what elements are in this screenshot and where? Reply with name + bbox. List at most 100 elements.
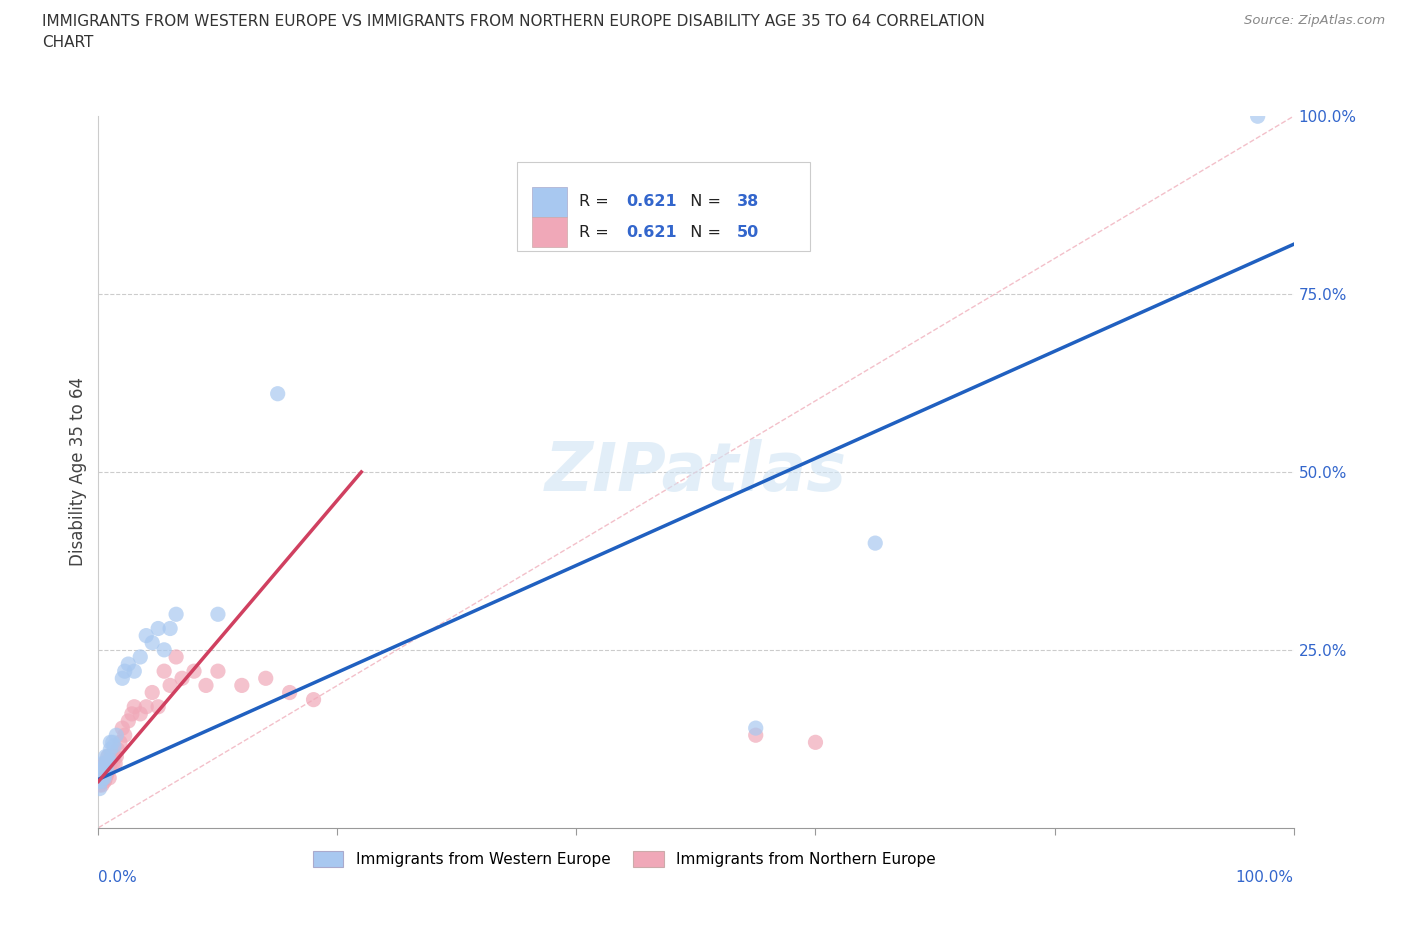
Point (87, 774, 110, 789)
Point (104, 756, 127, 771)
FancyBboxPatch shape (533, 187, 567, 217)
Point (89, 770, 111, 785)
Point (101, 735, 124, 750)
Point (135, 628, 157, 643)
Point (93, 756, 115, 771)
Point (94, 770, 117, 785)
Point (91, 764, 114, 778)
Point (129, 707, 152, 722)
Text: R =: R = (579, 225, 614, 240)
Point (302, 692, 325, 707)
Point (93, 764, 115, 778)
Point (865, 536, 887, 551)
Point (121, 707, 143, 722)
Point (98, 756, 122, 771)
Point (97, 750, 120, 764)
Point (129, 649, 152, 664)
Point (114, 664, 136, 679)
FancyBboxPatch shape (533, 218, 567, 247)
Point (111, 671, 134, 685)
Point (101, 756, 124, 771)
Point (94, 764, 117, 778)
Point (153, 664, 176, 679)
Point (804, 735, 827, 750)
Point (117, 657, 139, 671)
Point (141, 635, 163, 650)
Point (278, 685, 301, 700)
Point (117, 713, 139, 728)
Text: 0.621: 0.621 (627, 225, 678, 240)
Point (267, 386, 290, 401)
Point (94, 750, 117, 764)
Point (153, 643, 176, 658)
Point (91, 777, 114, 792)
Text: 38: 38 (737, 194, 759, 209)
Point (124, 664, 146, 679)
Point (159, 621, 181, 636)
Point (90, 774, 112, 789)
Text: ZIPatlas: ZIPatlas (546, 439, 846, 505)
Point (87, 774, 110, 789)
Point (207, 607, 229, 622)
Point (91, 770, 114, 785)
Point (231, 678, 253, 693)
Point (745, 721, 768, 736)
Text: Source: ZipAtlas.com: Source: ZipAtlas.com (1244, 14, 1385, 27)
Point (124, 699, 146, 714)
Point (94, 756, 117, 771)
Point (97, 750, 120, 764)
Text: N =: N = (681, 194, 727, 209)
Point (97, 764, 120, 778)
Point (89, 777, 111, 792)
Point (172, 671, 194, 685)
Point (105, 750, 128, 764)
Point (90, 764, 112, 778)
Point (90, 767, 112, 782)
Point (96, 764, 118, 778)
Point (96, 767, 118, 782)
Point (108, 735, 131, 750)
Legend: Immigrants from Western Europe, Immigrants from Northern Europe: Immigrants from Western Europe, Immigran… (307, 845, 942, 873)
Point (91, 756, 114, 771)
Text: 50: 50 (737, 225, 759, 240)
Point (254, 671, 277, 685)
Point (165, 607, 187, 622)
Point (98, 742, 122, 757)
Point (93, 770, 115, 785)
Point (195, 678, 218, 693)
Point (91, 760, 114, 775)
Point (98, 760, 121, 775)
Point (87, 770, 110, 785)
Point (98, 735, 122, 750)
Point (98, 752, 121, 767)
Text: 0.0%: 0.0% (98, 870, 138, 885)
FancyBboxPatch shape (517, 163, 810, 251)
Point (91, 770, 114, 785)
Text: 0.621: 0.621 (627, 194, 678, 209)
Point (103, 750, 125, 764)
Point (103, 738, 125, 753)
Point (148, 621, 170, 636)
Point (100, 750, 122, 764)
Point (111, 721, 134, 736)
Text: CHART: CHART (42, 35, 94, 50)
Point (96, 756, 118, 771)
Point (114, 728, 136, 743)
Text: N =: N = (681, 225, 727, 240)
Point (141, 685, 163, 700)
Point (159, 678, 181, 693)
Point (98, 770, 121, 785)
Point (91, 767, 114, 782)
Point (165, 649, 187, 664)
Point (148, 699, 170, 714)
Point (91, 764, 114, 778)
Point (1247, 109, 1270, 124)
Point (207, 664, 229, 679)
Text: IMMIGRANTS FROM WESTERN EUROPE VS IMMIGRANTS FROM NORTHERN EUROPE DISABILITY AGE: IMMIGRANTS FROM WESTERN EUROPE VS IMMIGR… (42, 14, 986, 29)
Text: 100.0%: 100.0% (1236, 870, 1294, 885)
Text: R =: R = (579, 194, 614, 209)
Point (105, 728, 128, 743)
Point (89, 764, 111, 778)
Point (135, 699, 157, 714)
Point (107, 742, 129, 757)
